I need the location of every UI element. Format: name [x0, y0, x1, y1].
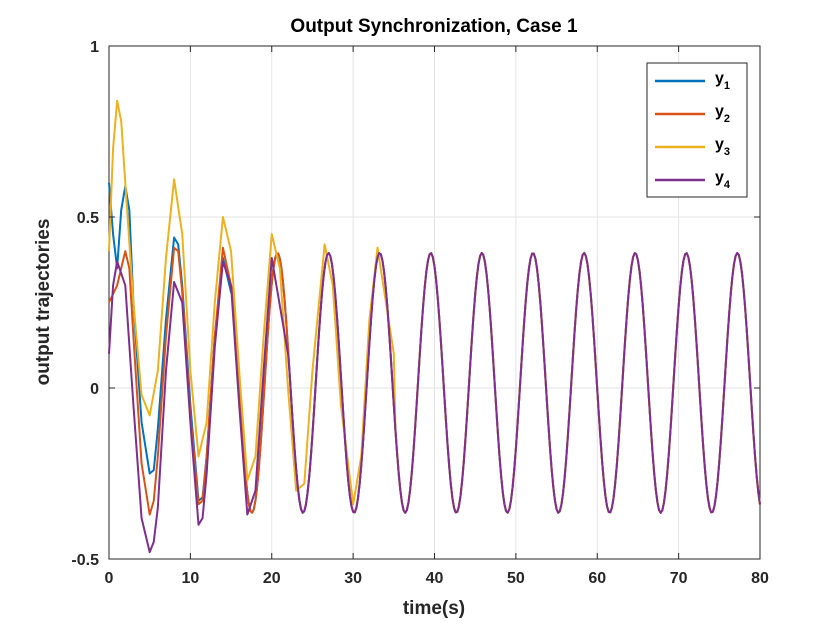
series-group	[108, 99, 761, 554]
legend-subscript: 3	[724, 146, 730, 158]
legend-box	[646, 62, 748, 198]
x-tick-label: 40	[426, 570, 444, 587]
legend-subscript: 4	[724, 179, 731, 191]
x-tick-label: 0	[105, 570, 114, 587]
x-tick-label: 70	[670, 570, 688, 587]
legend-subscript: 1	[724, 80, 730, 92]
y-tick-label: 0.5	[77, 210, 99, 227]
x-tick-label: 10	[181, 570, 199, 587]
x-axis-label: time(s)	[403, 598, 465, 619]
legend-subscript: 2	[724, 113, 730, 125]
series-line-y4	[108, 251, 761, 554]
x-tick-label: 20	[263, 570, 281, 587]
ticks: 0 10 20 30 40 50 60 70 80 -0.5 0 0.5 1	[71, 39, 769, 587]
x-tick-label: 30	[344, 570, 362, 587]
x-tick-label: 60	[588, 570, 606, 587]
x-tick-label: 50	[507, 570, 525, 587]
chart-title: Output Synchronization, Case 1	[290, 16, 578, 37]
y-axis-label: output trajectories	[33, 219, 54, 386]
y-tick-label: 0	[90, 381, 99, 398]
x-tick-label: 80	[751, 570, 769, 587]
y-tick-label: -0.5	[71, 552, 99, 569]
y-tick-label: 1	[90, 39, 99, 56]
